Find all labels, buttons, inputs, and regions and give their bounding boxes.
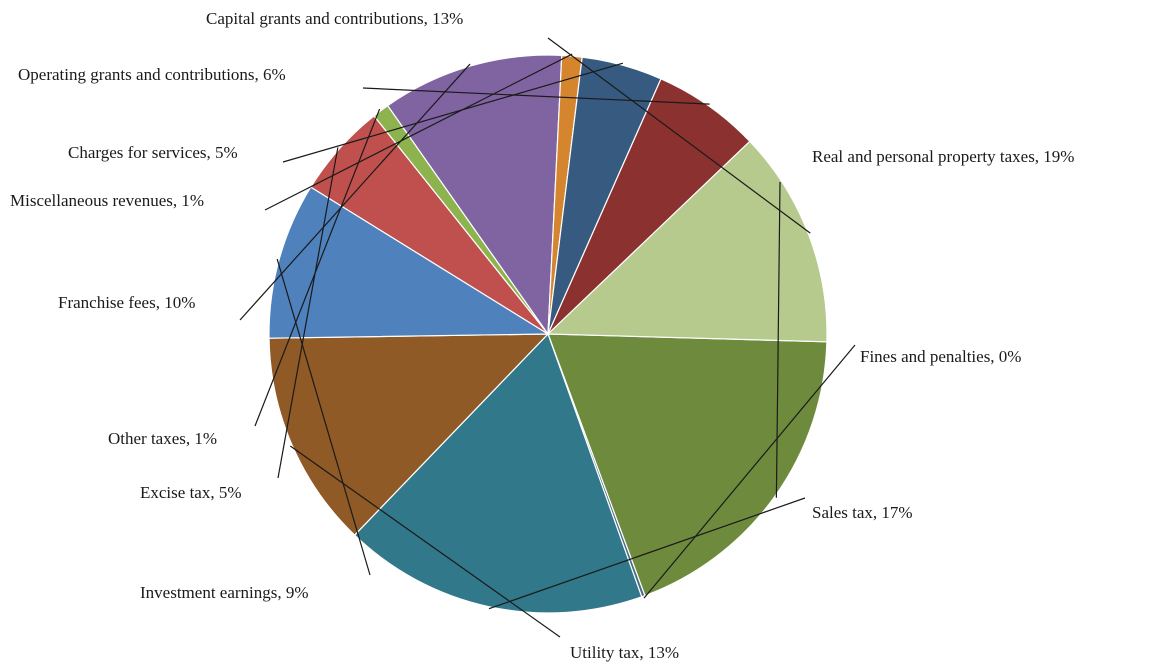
leader-line bbox=[282, 62, 624, 163]
pie-slice bbox=[268, 186, 551, 339]
leader-line bbox=[239, 63, 471, 321]
leader-line bbox=[547, 37, 811, 234]
pie-slice bbox=[386, 54, 563, 336]
slice-label: Franchise fees, 10% bbox=[58, 293, 195, 312]
leader-line bbox=[277, 147, 339, 479]
slice-label: Operating grants and contributions, 6% bbox=[18, 65, 286, 84]
leader-line bbox=[488, 497, 806, 610]
slice-labels: Real and personal property taxes, 19% Fin… bbox=[10, 9, 1074, 662]
slice-label: Fines and penalties, 0% bbox=[860, 347, 1021, 366]
leader-line bbox=[775, 181, 781, 498]
slice-label: Utility tax, 13% bbox=[570, 643, 679, 662]
pie-slices bbox=[268, 54, 828, 614]
pie-slice bbox=[547, 333, 828, 597]
leader-line bbox=[289, 445, 561, 638]
pie-slice bbox=[268, 333, 550, 536]
pie-slice bbox=[546, 140, 828, 343]
leader-line bbox=[264, 53, 573, 211]
slice-label: Other taxes, 1% bbox=[108, 429, 217, 448]
leader-line bbox=[362, 87, 710, 105]
leader-line bbox=[643, 344, 856, 599]
slice-label: Investment earnings, 9% bbox=[140, 583, 309, 602]
leader-line bbox=[276, 258, 371, 576]
slice-label: Capital grants and contributions, 13% bbox=[206, 9, 463, 28]
slice-label: Charges for services, 5% bbox=[68, 143, 238, 162]
slice-label: Sales tax, 17% bbox=[812, 503, 913, 522]
slice-label: Real and personal property taxes, 19% bbox=[812, 147, 1074, 166]
slice-label: Miscellaneous revenues, 1% bbox=[10, 191, 204, 210]
pie-slice bbox=[353, 332, 643, 614]
slice-label: Excise tax, 5% bbox=[140, 483, 242, 502]
leader-lines bbox=[239, 37, 856, 638]
